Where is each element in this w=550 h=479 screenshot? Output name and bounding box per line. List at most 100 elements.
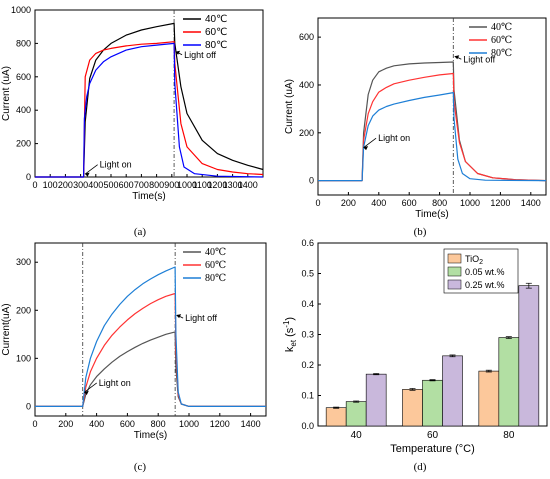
y-axis-label: Current (uA): [1, 66, 12, 121]
x-tick-label: 1200: [490, 198, 510, 208]
x-tick-label: 1400: [241, 419, 261, 429]
panel-c-current-vs-time: 0 200 400 600 800 1000 1200 1400 0 100 200 300 Time(…: [1, 242, 267, 473]
x-axis-label: Time(s): [415, 209, 449, 220]
panel-label: (d): [414, 461, 427, 473]
x-tick-label: 300: [73, 180, 88, 190]
annotation-arrow: [84, 382, 97, 393]
bar: [442, 355, 463, 427]
y-tick-label: 0.2: [301, 360, 314, 370]
series-line-1: [35, 331, 266, 407]
x-tick-label: 200: [58, 180, 73, 190]
legend-label: 60℃: [205, 27, 227, 38]
x-tick-label: 1100: [193, 180, 212, 190]
bar: [345, 401, 367, 427]
y-axis-label: Current (uA): [284, 79, 295, 134]
annotation-arrowhead: [363, 146, 369, 151]
y-tick-label: 400: [299, 80, 314, 90]
legend-label: 40℃: [205, 14, 227, 25]
x-tick-label: 600: [119, 180, 134, 190]
legend-label: 80℃: [205, 273, 226, 284]
annotation-arrowhead: [84, 172, 90, 177]
y-tick-label: 600: [16, 72, 31, 82]
plot-frame: [34, 242, 267, 417]
x-tick-label: 1400: [238, 180, 258, 190]
y-tick-label: 1000: [11, 5, 31, 15]
y-tick-label: 800: [16, 38, 31, 48]
x-tick-label: 80: [503, 430, 515, 441]
y-tick-label: 600: [299, 32, 314, 42]
x-axis-label: Time(s): [134, 430, 168, 441]
series-line-3: [318, 92, 547, 182]
annotation-label: Light off: [184, 50, 216, 60]
series-line-3: [35, 266, 266, 407]
annotation-arrow: [363, 137, 377, 148]
y-tick-label: 0.4: [301, 299, 314, 309]
y-tick-label: 200: [16, 139, 31, 149]
legend-label: 60℃: [205, 260, 226, 271]
y-tick-label: 0.3: [301, 330, 314, 340]
series-line-2: [35, 292, 266, 407]
x-tick-label: 1000: [179, 419, 199, 429]
x-axis-label: Time(s): [132, 191, 166, 202]
legend-label: 80℃: [205, 40, 227, 51]
series-line-3: [35, 42, 264, 178]
x-tick-label: 800: [149, 180, 164, 190]
x-tick-label: 1000: [177, 180, 197, 190]
x-tick-label: 400: [371, 198, 386, 208]
x-tick-label: 1200: [207, 180, 227, 190]
panel-a-current-vs-time: 0 100 200 300 400 500 600 700 800 900100011001200…: [1, 5, 264, 238]
x-tick-label: 700: [134, 180, 149, 190]
legend-label: TiO2: [465, 254, 483, 266]
y-tick-label: 100: [16, 353, 31, 363]
bar: [402, 389, 423, 427]
x-tick-label: 500: [103, 180, 118, 190]
annotation-label: Light off: [185, 313, 217, 323]
annotation-label: Light on: [100, 160, 132, 170]
x-tick-label: 0: [32, 180, 37, 190]
legend-swatch: [447, 279, 462, 290]
x-tick-label: 1300: [223, 180, 243, 190]
legend-label: 60℃: [491, 35, 512, 46]
y-axis-label: ket (s-1): [282, 317, 298, 352]
x-tick-label: 40: [351, 430, 363, 441]
x-tick-label: 200: [341, 198, 356, 208]
series-line-1: [318, 61, 547, 182]
y-tick-label: 0.6: [301, 238, 314, 248]
series-line-2: [35, 41, 264, 178]
x-axis-label: Temperature (°C): [390, 443, 474, 455]
x-tick-label: 100: [43, 180, 58, 190]
legend-label: 0.05 wt.%: [465, 267, 505, 277]
y-tick-label: 0.5: [301, 269, 314, 279]
y-tick-label: 400: [16, 105, 31, 115]
bar: [325, 407, 347, 427]
legend-label: 0.25 wt.%: [465, 280, 505, 290]
bar: [422, 379, 443, 427]
legend-label: 40℃: [205, 247, 226, 258]
y-tick-label: 0.1: [301, 391, 314, 401]
bar: [478, 370, 500, 427]
x-tick-label: 1400: [521, 198, 541, 208]
x-tick-label: 400: [88, 180, 103, 190]
annotation-arrowhead: [175, 50, 181, 55]
annotation-arrowhead: [83, 390, 89, 395]
x-tick-label: 600: [402, 198, 417, 208]
annotation-arrowhead: [176, 314, 182, 319]
bar: [365, 373, 387, 427]
panel-label: (b): [414, 226, 427, 238]
x-tick-label: 0: [315, 198, 320, 208]
panel-d-ket-bar-chart: 0.0 0.1 0.2 0.3 0.4 0.5 0.6 40 60 80 Temperature (…: [282, 238, 548, 473]
x-tick-label: 200: [58, 419, 73, 429]
x-tick-label: 400: [89, 419, 104, 429]
y-axis-label: Current(uA): [1, 303, 12, 355]
bar: [518, 285, 540, 427]
x-tick-label: 60: [427, 430, 439, 441]
y-tick-label: 0.0: [301, 421, 314, 431]
legend-label: 40℃: [491, 22, 512, 33]
x-tick-label: 800: [151, 419, 166, 429]
annotation-arrowhead: [454, 55, 460, 60]
y-tick-label: 200: [299, 128, 314, 138]
plot-frame: [34, 9, 264, 178]
series-line-2: [318, 72, 547, 182]
x-tick-label: 1200: [210, 419, 230, 429]
